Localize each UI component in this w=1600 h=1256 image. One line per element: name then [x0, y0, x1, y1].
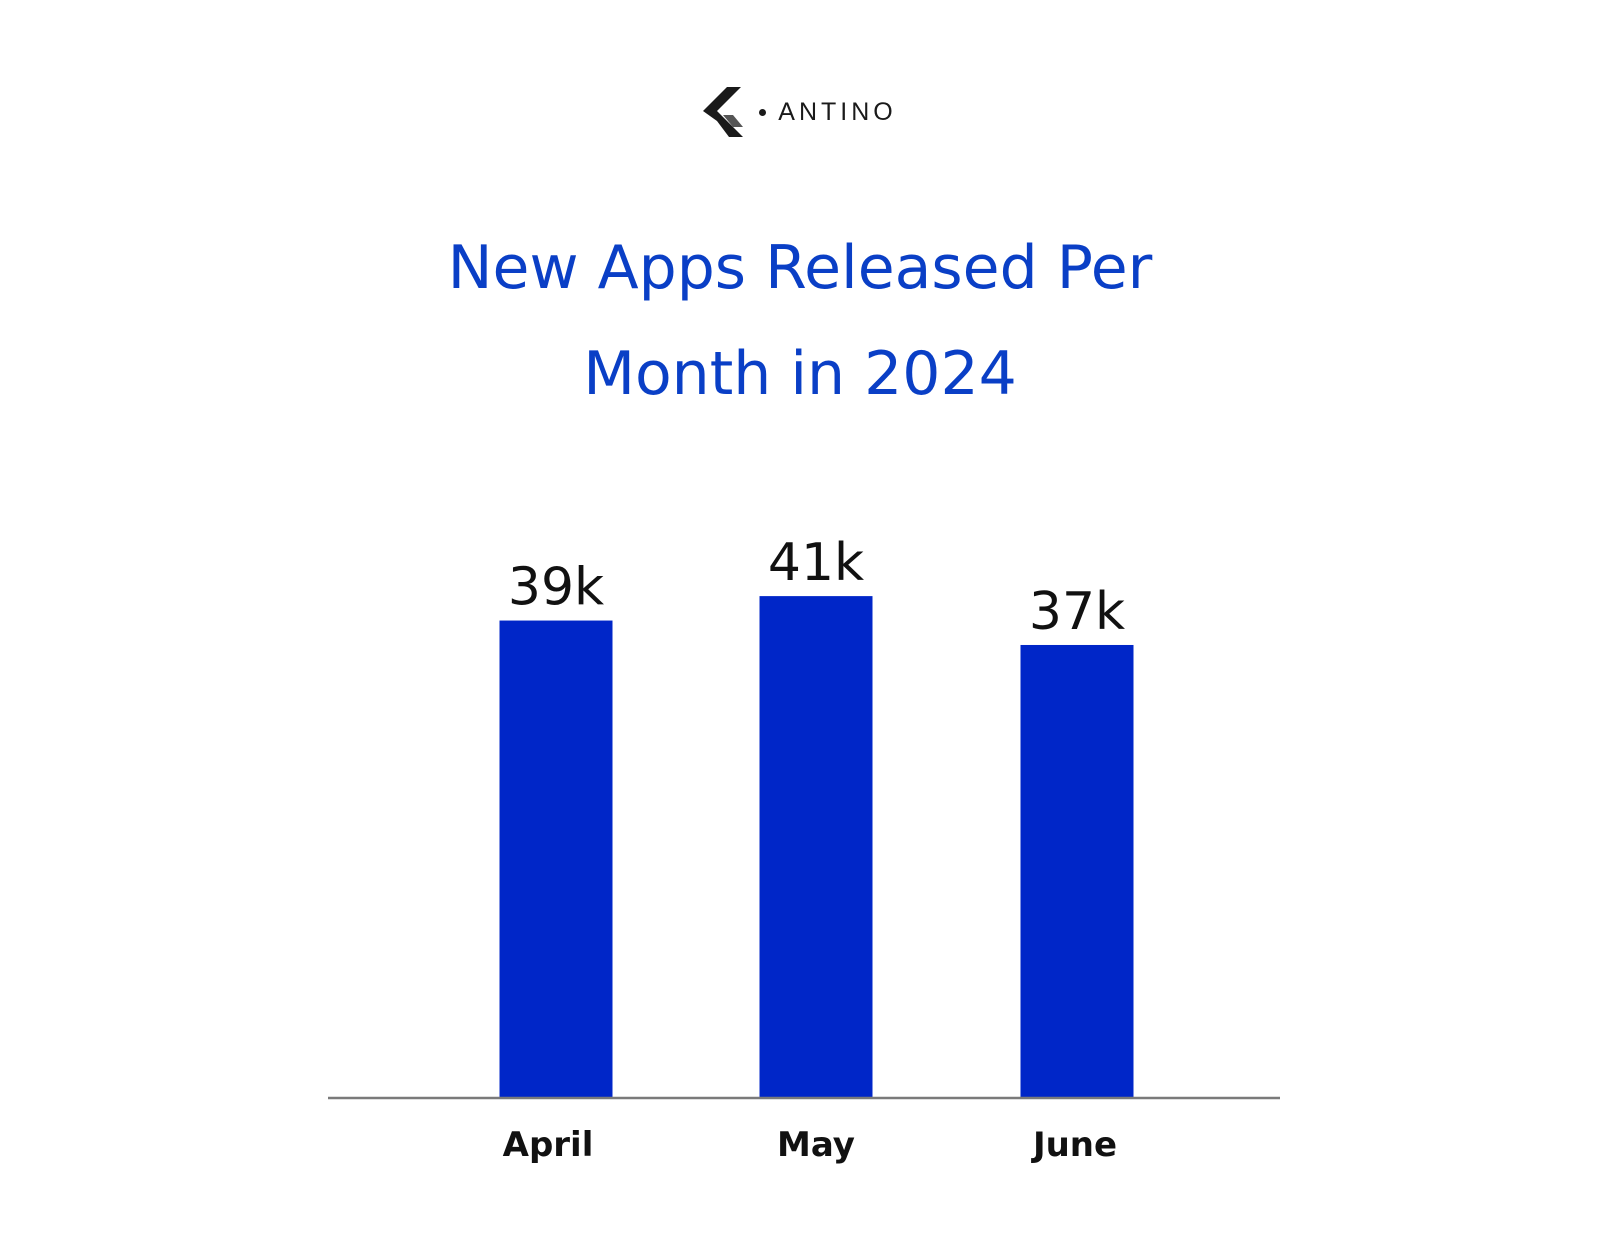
bar-june	[1020, 644, 1134, 1097]
brand-name: ANTINO	[778, 97, 897, 126]
bar-april	[499, 620, 613, 1097]
data-label-april: 39k	[508, 558, 604, 618]
chart-title-line-1: New Apps Released Per	[447, 233, 1153, 303]
data-label-june: 37k	[1029, 582, 1125, 642]
category-label-april: April	[503, 1125, 594, 1165]
brand-separator-dot	[759, 108, 767, 116]
category-label-may: May	[777, 1125, 855, 1165]
chart-title: New Apps Released Per Month in 2024	[0, 215, 1600, 427]
category-label-june: June	[1031, 1125, 1117, 1165]
chart-title-line-2: Month in 2024	[583, 339, 1017, 409]
brand-header: ANTINO	[0, 86, 1600, 138]
bar-may	[759, 596, 873, 1097]
antino-logo-icon	[703, 87, 747, 137]
data-label-may: 41k	[768, 533, 864, 593]
